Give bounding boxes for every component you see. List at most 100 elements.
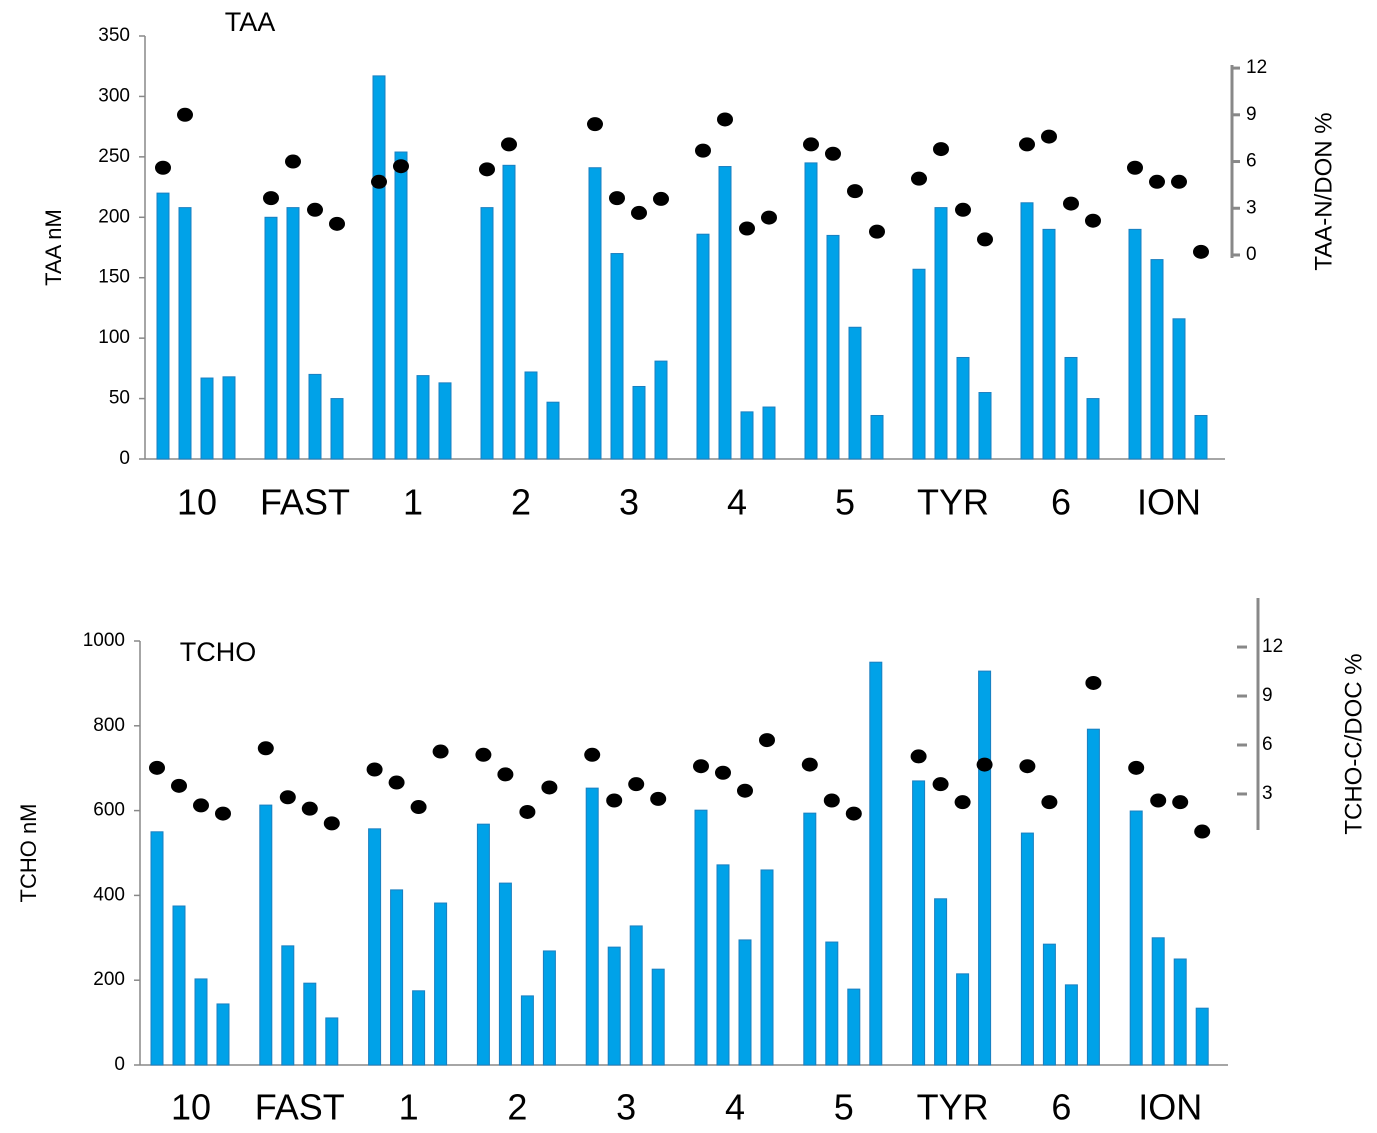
dot — [149, 760, 165, 775]
bar — [978, 670, 992, 1066]
dot — [432, 744, 449, 759]
bar — [607, 946, 621, 1066]
x-tick-label: 4 — [727, 482, 747, 523]
y2-tick-label: 12 — [1246, 57, 1267, 78]
dot — [1193, 244, 1209, 259]
bar — [1173, 958, 1187, 1066]
dot — [393, 159, 409, 174]
y-tick-label: 300 — [98, 85, 130, 106]
bar — [585, 787, 599, 1066]
bar — [716, 864, 730, 1066]
dot — [155, 160, 171, 175]
dot — [845, 806, 862, 821]
dot — [171, 778, 187, 793]
dot — [1041, 795, 1058, 810]
bar — [1150, 259, 1164, 460]
bar — [847, 988, 861, 1066]
bar — [216, 1003, 230, 1066]
y2-tick-label: 3 — [1246, 197, 1257, 218]
bar — [629, 925, 643, 1066]
dot — [1085, 675, 1102, 690]
bar — [1042, 943, 1056, 1066]
y2-axis-label: TAA-N/DON % — [1310, 112, 1337, 270]
y2-tick-label: 6 — [1262, 734, 1273, 755]
dot — [501, 137, 517, 152]
dot — [475, 747, 492, 762]
bar — [264, 216, 278, 460]
bar — [1195, 1007, 1209, 1066]
bar — [368, 828, 382, 1066]
bar — [610, 253, 624, 460]
dot — [1127, 160, 1143, 175]
x-tick-label: TYR — [917, 482, 989, 523]
x-tick-label: ION — [1137, 482, 1201, 523]
bar — [200, 377, 214, 460]
dot — [976, 757, 993, 772]
dot — [825, 146, 841, 161]
y-axis-label: TAA nM — [41, 209, 66, 286]
y-tick-label: 1000 — [83, 630, 125, 651]
dot — [279, 790, 296, 805]
bar — [803, 812, 817, 1066]
dot — [307, 202, 323, 217]
bar — [330, 398, 344, 460]
y2-axis-label: TCHO-C/DOC % — [1340, 653, 1367, 834]
dot — [193, 798, 209, 813]
bar — [1020, 832, 1034, 1066]
bar — [1042, 228, 1056, 460]
dot — [1171, 174, 1187, 189]
dot — [323, 816, 340, 831]
bar — [1129, 810, 1143, 1066]
dot — [693, 759, 709, 774]
x-tick-label: 5 — [834, 1087, 854, 1128]
dot — [801, 757, 818, 772]
y-tick-label: 200 — [93, 969, 125, 990]
dot — [1085, 213, 1101, 228]
dot — [847, 184, 863, 199]
bar — [372, 75, 386, 460]
dot — [541, 780, 558, 795]
dot — [954, 795, 971, 810]
bar — [848, 326, 862, 460]
x-tick-label: FAST — [260, 482, 350, 523]
dot — [1128, 760, 1145, 775]
dot — [715, 765, 731, 780]
y-tick-label: 100 — [98, 327, 130, 348]
chart-title: TCHO — [180, 637, 257, 667]
y2-tick-label: 6 — [1246, 151, 1257, 172]
bar — [1151, 937, 1165, 1066]
bar — [934, 898, 948, 1066]
x-tick-label: 1 — [399, 1087, 419, 1128]
dot — [739, 221, 755, 236]
x-tick-label: 6 — [1051, 482, 1071, 523]
dot — [933, 142, 949, 157]
dot — [653, 191, 669, 206]
bar — [325, 1017, 339, 1066]
bar — [308, 373, 322, 460]
dot — [215, 806, 231, 821]
x-tick-label: 2 — [507, 1087, 527, 1128]
y-tick-label: 600 — [93, 800, 125, 821]
bar — [416, 375, 430, 460]
bar — [178, 207, 192, 460]
dot — [650, 791, 667, 806]
dot — [1150, 793, 1167, 808]
bar — [1172, 318, 1186, 460]
y-tick-label: 200 — [98, 206, 130, 227]
bar — [696, 233, 710, 460]
bar — [222, 376, 236, 460]
x-tick-label: 3 — [619, 482, 639, 523]
y2-tick-label: 3 — [1262, 783, 1273, 804]
bar — [978, 392, 992, 460]
bar — [956, 973, 970, 1066]
x-tick-label: 4 — [725, 1087, 745, 1128]
dot — [388, 775, 405, 790]
dot — [606, 793, 623, 808]
bar — [524, 371, 538, 460]
bar — [826, 234, 840, 460]
dot — [977, 232, 993, 247]
y2-tick-label: 9 — [1262, 685, 1273, 706]
dot — [803, 137, 819, 152]
x-tick-label: ION — [1138, 1087, 1202, 1128]
